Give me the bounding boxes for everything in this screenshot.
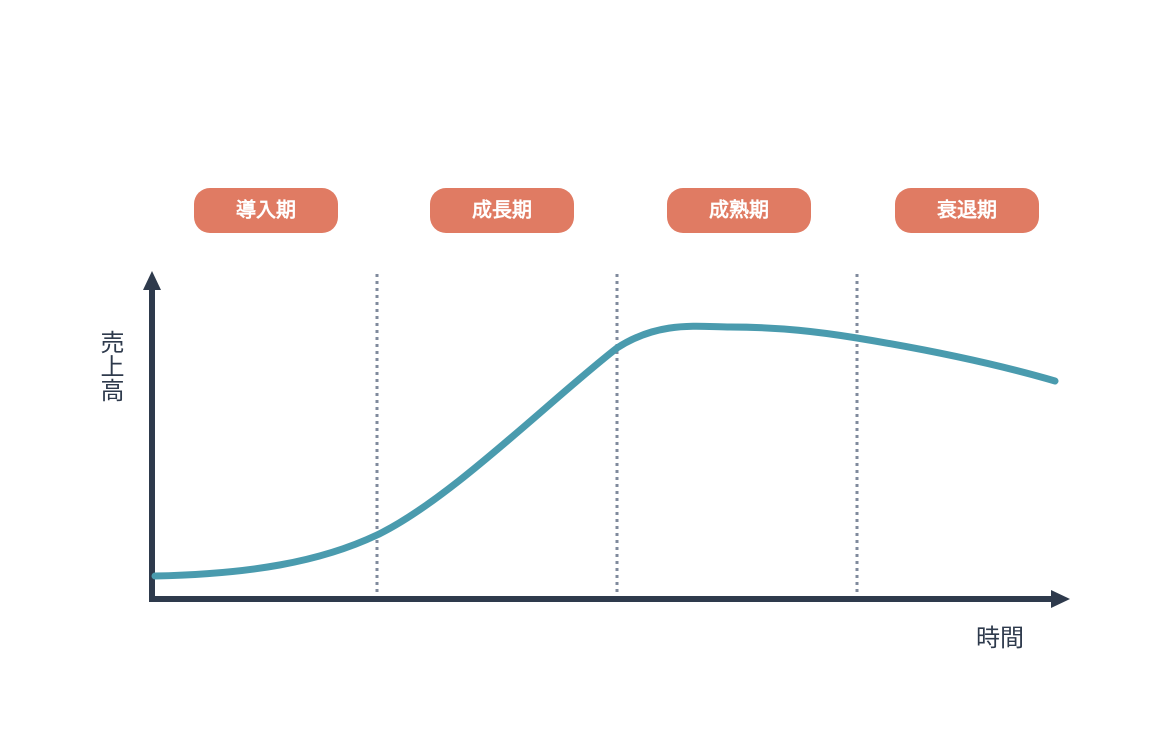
sales-curve	[151, 322, 1059, 580]
y-axis-arrow	[143, 271, 161, 290]
stage-pill	[667, 188, 811, 233]
stage-pill	[194, 188, 338, 233]
stage-label: 成熟期	[709, 198, 769, 222]
stage-group: 導入期 成長期 成熟期 衰退期	[194, 188, 1039, 233]
x-axis-arrow	[1051, 590, 1070, 608]
stage-pill	[430, 188, 574, 233]
stage-label: 成長期	[472, 198, 532, 222]
x-axis-label: 時間	[976, 624, 1024, 652]
stage-label: 衰退期	[937, 198, 997, 222]
y-axis-label: 売上高	[96, 330, 124, 402]
stage-label: 導入期	[236, 198, 296, 222]
stage-pill	[895, 188, 1039, 233]
